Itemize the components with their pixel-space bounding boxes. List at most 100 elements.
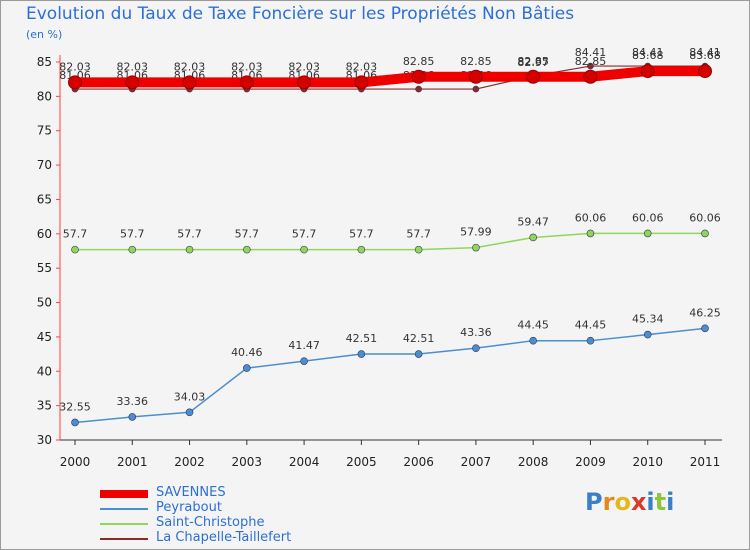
data-label: 42.51 bbox=[403, 332, 435, 345]
data-label: 82.85 bbox=[460, 55, 492, 68]
data-label: 82.97 bbox=[517, 56, 549, 69]
data-label: 57.7 bbox=[63, 228, 88, 241]
data-point bbox=[586, 336, 595, 345]
data-label: 41.47 bbox=[288, 339, 320, 352]
data-label: 83.68 bbox=[689, 49, 721, 62]
data-label: 82.85 bbox=[403, 55, 435, 68]
data-point bbox=[414, 245, 423, 254]
data-label: 57.7 bbox=[235, 228, 260, 241]
data-label: 34.03 bbox=[174, 390, 206, 403]
data-point bbox=[701, 229, 709, 238]
data-label: 82.03 bbox=[59, 60, 91, 73]
data-point bbox=[297, 75, 312, 90]
x-tick-label: 2010 bbox=[632, 455, 663, 469]
legend-label: SAVENNES bbox=[156, 485, 226, 500]
x-tick-label: 2003 bbox=[232, 455, 263, 469]
logo-letter: t bbox=[654, 488, 667, 516]
series-saint-christophe: 57.7 57.7 57.7 57.7 57.7 57.7 57.7 57.99 59.47 60… bbox=[63, 211, 721, 254]
data-label: 82.03 bbox=[346, 60, 378, 73]
data-point bbox=[411, 69, 426, 84]
data-point bbox=[300, 245, 308, 254]
series-savennes: 82.03 82.03 82.03 82.03 82.03 82.03 82.85 82.85… bbox=[59, 49, 721, 90]
data-label: 82.03 bbox=[117, 60, 149, 73]
data-label: 82.03 bbox=[288, 60, 320, 73]
data-label: 82.03 bbox=[231, 60, 263, 73]
data-point bbox=[185, 245, 194, 254]
x-tick-label: 2002 bbox=[174, 455, 205, 469]
x-tick-label: 2006 bbox=[403, 455, 434, 469]
x-tick-label: 2001 bbox=[117, 455, 148, 469]
data-point bbox=[71, 245, 79, 254]
x-tick-label: 2007 bbox=[461, 455, 492, 469]
chart-subtitle: (en %) bbox=[26, 28, 63, 41]
data-point bbox=[243, 364, 251, 372]
data-label: 82.85 bbox=[575, 55, 607, 68]
y-tick-label: 65 bbox=[37, 192, 52, 206]
data-label: 46.25 bbox=[689, 306, 721, 319]
data-label: 57.7 bbox=[177, 228, 202, 241]
y-tick-label: 80 bbox=[37, 89, 52, 103]
series-peyrabout: 32.55 33.36 34.03 40.46 41.47 42.51 42.51 43.36… bbox=[59, 306, 721, 427]
data-point bbox=[243, 245, 251, 254]
legend-item: Peyrabout bbox=[100, 500, 360, 516]
legend-swatch bbox=[100, 538, 148, 540]
data-point bbox=[643, 229, 652, 238]
logo-letter: o bbox=[614, 488, 631, 516]
data-label: 57.7 bbox=[406, 228, 431, 241]
legend-label: Saint-Christophe bbox=[156, 515, 265, 530]
data-point bbox=[529, 233, 537, 242]
data-label: 60.06 bbox=[689, 211, 721, 224]
data-point bbox=[354, 75, 369, 90]
data-label: 83.68 bbox=[632, 49, 664, 62]
legend-item: La Chapelle-Taillefert bbox=[100, 530, 360, 546]
data-label: 32.55 bbox=[59, 400, 91, 413]
data-label: 60.06 bbox=[632, 211, 664, 224]
data-label: 60.06 bbox=[575, 211, 607, 224]
series-line bbox=[75, 65, 705, 90]
data-point bbox=[128, 245, 137, 254]
series-line bbox=[74, 327, 706, 424]
x-tick-label: 2000 bbox=[60, 455, 91, 469]
logo-letter: x bbox=[630, 488, 647, 516]
data-point bbox=[125, 75, 140, 90]
legend-label: La Chapelle-Taillefert bbox=[156, 530, 292, 545]
data-point bbox=[182, 75, 197, 90]
data-point bbox=[586, 229, 595, 238]
logo-letter: P bbox=[585, 488, 603, 516]
data-label: 45.34 bbox=[632, 313, 664, 326]
x-tick-label: 2004 bbox=[289, 455, 320, 469]
legend-item: SAVENNES bbox=[100, 485, 360, 501]
y-tick-label: 40 bbox=[37, 364, 52, 378]
data-point bbox=[472, 85, 480, 93]
legend-item: Saint-Christophe bbox=[100, 515, 360, 531]
y-tick-label: 60 bbox=[37, 227, 52, 241]
data-point bbox=[468, 69, 483, 84]
data-label: 42.51 bbox=[346, 332, 378, 345]
series-line bbox=[75, 232, 705, 251]
data-point bbox=[415, 85, 422, 93]
legend-swatch bbox=[100, 490, 148, 498]
legend-swatch bbox=[100, 523, 148, 525]
data-label: 44.45 bbox=[575, 319, 607, 332]
data-label: 84.41 bbox=[632, 46, 664, 59]
data-label: 84.41 bbox=[575, 46, 607, 59]
data-label: 59.47 bbox=[517, 215, 549, 228]
data-point bbox=[357, 350, 366, 358]
data-point bbox=[357, 245, 366, 254]
y-tick-label: 85 bbox=[37, 55, 52, 69]
data-point bbox=[640, 64, 655, 79]
data-point bbox=[71, 418, 79, 427]
data-point bbox=[300, 357, 308, 365]
data-point bbox=[529, 336, 537, 345]
y-tick-label: 45 bbox=[37, 330, 52, 344]
y-tick-label: 70 bbox=[37, 158, 52, 172]
x-tick-label: 2009 bbox=[575, 455, 606, 469]
series-line bbox=[75, 66, 705, 88]
logo-letter: i bbox=[666, 488, 675, 516]
legend-swatch bbox=[100, 508, 148, 510]
y-tick-label: 30 bbox=[37, 433, 52, 447]
data-label: 57.7 bbox=[292, 228, 317, 241]
data-label: 82.03 bbox=[174, 60, 206, 73]
x-tick-label: 2008 bbox=[518, 455, 549, 469]
